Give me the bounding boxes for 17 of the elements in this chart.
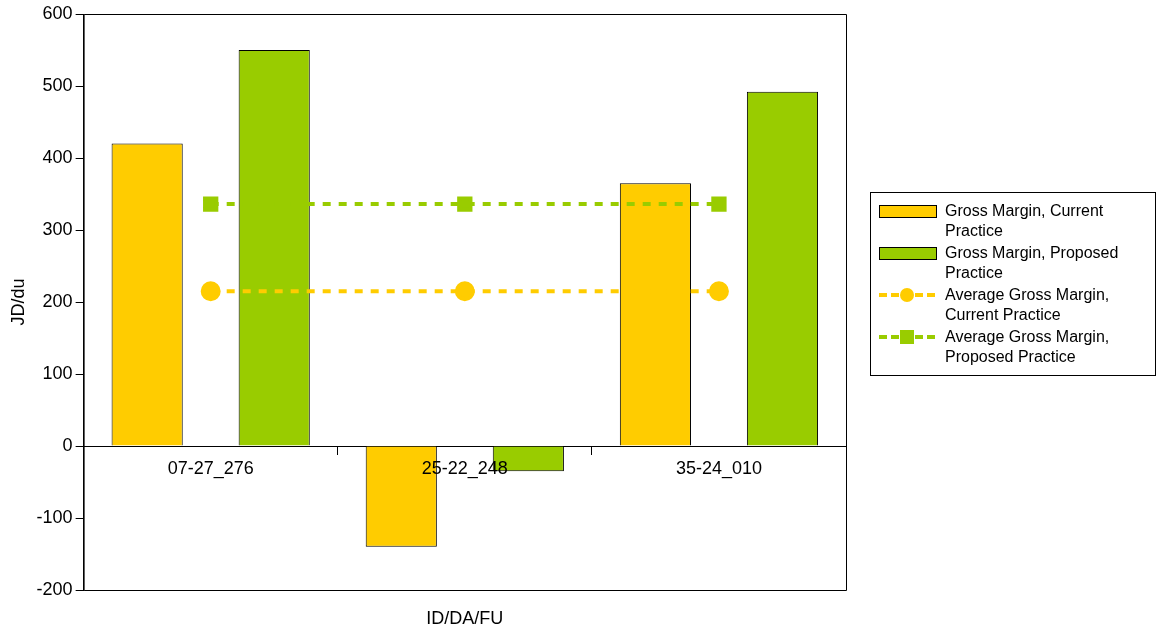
y-tick-label: -100 xyxy=(36,506,73,527)
legend-label: Gross Margin, Current Practice xyxy=(945,201,1105,241)
y-tick-label: 600 xyxy=(42,2,73,23)
y-axis-title: JD/du xyxy=(7,278,28,326)
y-tick-label: 0 xyxy=(62,434,73,455)
legend-label: Gross Margin, Proposed Practice xyxy=(945,243,1120,283)
y-tick-label: 400 xyxy=(42,146,73,167)
y-tick-label: 300 xyxy=(42,218,73,239)
y-tick-label: 500 xyxy=(42,74,73,95)
legend-label: Average Gross Margin, Current Practice xyxy=(945,285,1111,325)
legend-label: Average Gross Margin, Proposed Practice xyxy=(945,327,1111,367)
y-tick-label: 200 xyxy=(42,290,73,311)
x-tick-label: 07-27_276 xyxy=(167,457,254,479)
x-tick-label: 35-24_010 xyxy=(675,457,762,479)
y-tick-label: -200 xyxy=(36,578,73,599)
y-tick-label: 100 xyxy=(42,362,73,383)
x-axis-title: ID/DA/FU xyxy=(426,607,504,628)
